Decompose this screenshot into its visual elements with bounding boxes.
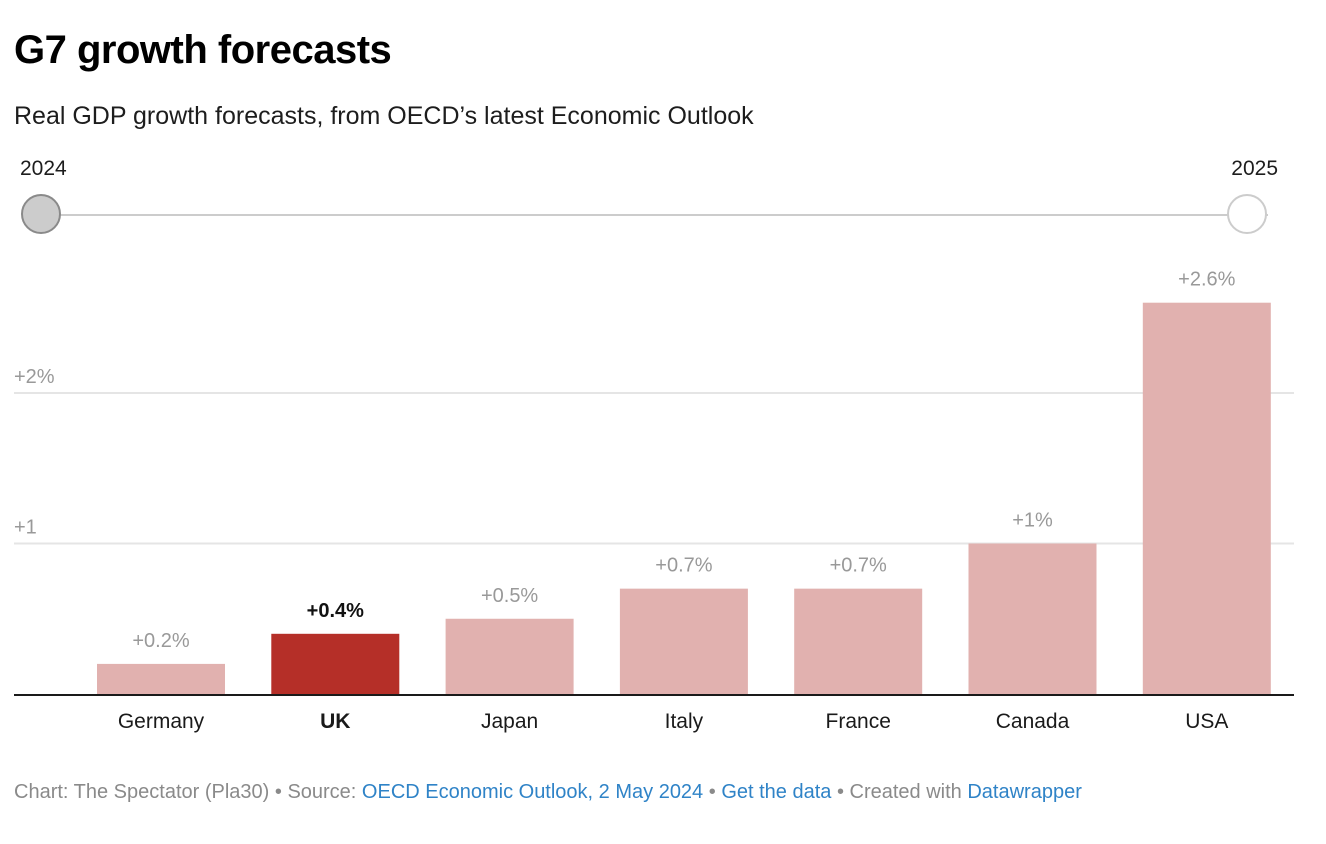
bar-france: [794, 588, 923, 694]
bar-chart: +1+2% +0.2%+0.4%+0.5%+0.7% +0.7%+1%+2.6% …: [14, 269, 1294, 733]
footer-separator: •: [831, 781, 850, 803]
value-label: +1%: [1012, 510, 1053, 532]
slider-label-end[interactable]: 2025: [1231, 157, 1278, 180]
slider-label-start[interactable]: 2024: [20, 157, 67, 180]
x-tick-label: UK: [320, 710, 350, 733]
bar-japan: [445, 618, 574, 694]
x-tick-label: USA: [1185, 710, 1228, 733]
footer-separator: •: [703, 781, 722, 803]
slider-knob-2024[interactable]: [21, 194, 61, 234]
y-tick-label: +2%: [14, 366, 55, 388]
bars: +0.2% +0.4% +0.5% +0.7% +0.7% +1% +2.6%: [97, 269, 1271, 694]
value-label: +0.7%: [830, 555, 887, 577]
gridlines: +1 +2%: [14, 366, 1294, 545]
source-prefix: Source:: [287, 781, 362, 803]
chart-footer: Chart: The Spectator (Pla30) • Source: O…: [14, 781, 1082, 804]
source-link[interactable]: OECD Economic Outlook, 2 May 2024: [361, 781, 704, 803]
bar-usa: [1142, 302, 1271, 694]
bar-canada: [968, 543, 1097, 694]
x-tick-label: Italy: [665, 710, 704, 733]
slider-knob-2025[interactable]: [1227, 194, 1267, 234]
x-axis: Germany UK Japan Italy France Canada USA: [14, 694, 1294, 733]
chart-title: G7 growth forecasts: [14, 28, 392, 72]
value-label: +0.2%: [132, 630, 189, 652]
bar-germany: [97, 663, 225, 694]
year-slider[interactable]: 2024 2025: [20, 155, 1288, 239]
value-label: +0.4%: [307, 600, 364, 622]
created-with-prefix: Created with: [849, 781, 968, 803]
footer-separator: •: [269, 781, 288, 803]
chart-credit: Chart: The Spectator (Pla30): [14, 781, 270, 803]
datawrapper-link[interactable]: Datawrapper: [967, 781, 1082, 803]
slider-track[interactable]: [40, 214, 1268, 216]
value-label: +0.5%: [481, 585, 538, 607]
bar-uk: [271, 633, 400, 694]
y-tick-label: +1: [14, 517, 37, 539]
value-label: +0.7%: [655, 555, 712, 577]
x-tick-label: Germany: [118, 710, 205, 733]
x-tick-label: France: [826, 710, 891, 733]
chart-subtitle: Real GDP growth forecasts, from OECD’s l…: [14, 102, 754, 130]
value-label: +2.6%: [1178, 269, 1235, 291]
x-tick-label: Canada: [996, 710, 1070, 733]
get-the-data-link[interactable]: Get the data: [721, 781, 832, 803]
bar-italy: [619, 588, 748, 694]
x-tick-label: Japan: [481, 710, 538, 733]
